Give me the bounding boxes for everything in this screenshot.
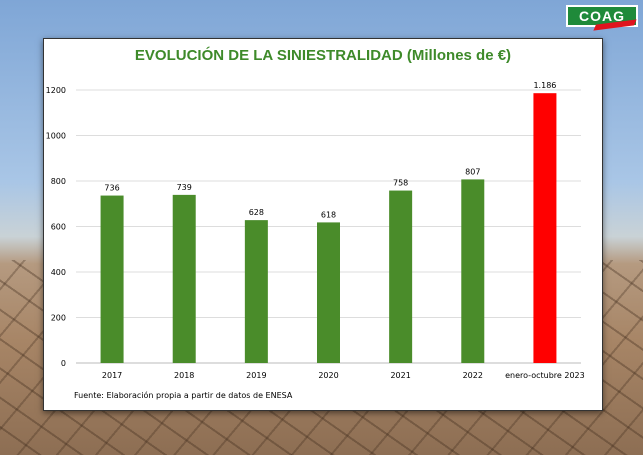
source-note: Fuente: Elaboración propia a partir de d… [74,391,293,400]
bar [100,195,124,363]
x-tick-label: 2020 [318,371,338,380]
y-tick-label: 200 [51,314,66,323]
bar [172,194,196,363]
data-label: 618 [321,210,336,219]
data-label: 628 [249,208,264,217]
data-label: 739 [177,183,192,192]
data-label: 736 [104,184,119,193]
x-tick-label: 2021 [390,371,410,380]
x-tick-label: 2019 [246,371,266,380]
data-label: 1.186 [533,81,556,90]
y-tick-label: 400 [51,268,66,277]
x-tick-label: enero-octubre 2023 [505,371,585,380]
bar [389,190,413,363]
y-tick-label: 800 [51,177,66,186]
y-tick-label: 0 [61,359,66,368]
y-tick-label: 1000 [46,132,66,141]
x-tick-label: 2022 [463,371,483,380]
bar [317,222,340,363]
y-tick-label: 600 [51,223,66,232]
y-tick-label: 1200 [46,86,66,95]
x-tick-label: 2018 [174,371,194,380]
chart-title: EVOLUCIÓN DE LA SINIESTRALIDAD (Millones… [134,47,512,64]
data-label: 807 [465,167,480,176]
bar [533,93,557,363]
chart-card: EVOLUCIÓN DE LA SINIESTRALIDAD (Millones… [43,38,603,411]
data-label: 758 [393,179,408,188]
bar [461,179,485,363]
bar-chart: 0 200 400 600 800 1000 1200 736 2017 739 2018 628 20… [46,81,585,380]
bar [244,220,268,363]
x-tick-label: 2017 [102,371,122,380]
